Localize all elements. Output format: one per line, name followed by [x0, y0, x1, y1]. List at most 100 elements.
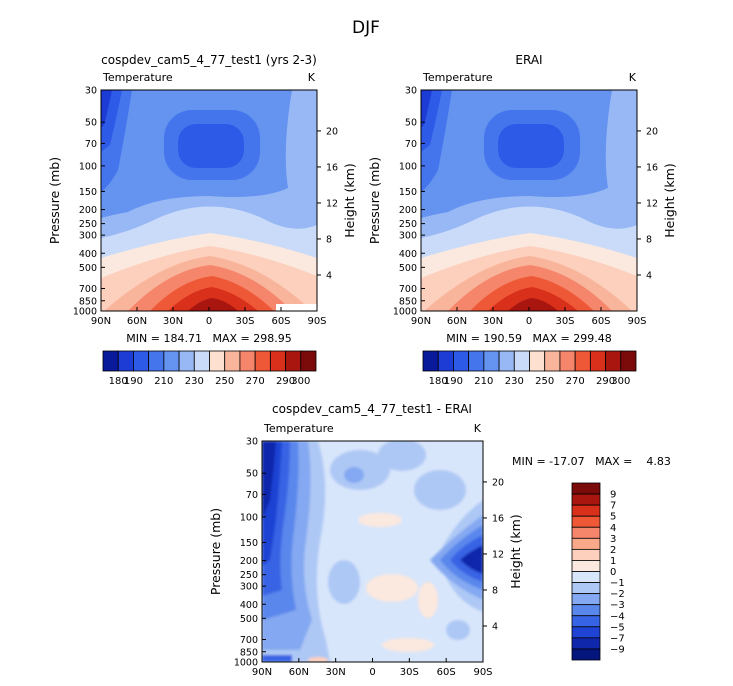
y-tick-label: 500 — [240, 614, 258, 625]
colorbar-swatch — [178, 350, 195, 372]
y2-tick-label: 4 — [646, 270, 652, 281]
colorbar-swatch — [254, 350, 271, 372]
colorbar-swatch — [483, 350, 500, 372]
panel-erai-variable: Temperature — [422, 71, 493, 84]
y-tick-label: 1000 — [234, 658, 258, 669]
field-band — [446, 620, 470, 640]
y-tick-label: 50 — [246, 469, 258, 480]
y-tick-label: 200 — [79, 205, 97, 216]
x-tick-label: 0 — [206, 316, 212, 327]
y-tick-label: 850 — [79, 296, 97, 307]
y-tick-label: 70 — [246, 490, 258, 501]
colorbar-label: 4 — [610, 523, 616, 534]
y-axis-label: Pressure (mb) — [367, 157, 382, 244]
panel-erai-title: ERAI — [515, 53, 542, 67]
colorbar-swatch — [571, 637, 601, 650]
colorbar-swatch — [163, 350, 180, 372]
y2-tick-label: 20 — [492, 477, 504, 488]
colorbar-swatch — [571, 537, 601, 550]
colorbar-swatch — [620, 350, 637, 372]
panel-diff: cospdev_cam5_4_77_test1 - ERAI Temperatu… — [208, 402, 671, 678]
colorbar-label: 270 — [566, 376, 585, 387]
panel-model-field — [101, 90, 317, 311]
colorbar-swatch — [571, 548, 601, 561]
colorbar-swatch — [559, 350, 576, 372]
panel-erai-units: K — [629, 71, 637, 84]
field-band — [508, 298, 558, 311]
colorbar-label: −7 — [610, 633, 625, 644]
colorbar-label: 3 — [610, 534, 616, 545]
field-band — [101, 90, 112, 128]
field-band — [382, 638, 434, 652]
field-band — [460, 545, 483, 574]
y-tick-label: 30 — [85, 86, 97, 97]
x-tick-label: 90N — [411, 316, 431, 327]
colorbar-swatch — [224, 350, 241, 372]
colorbar-label: 2 — [610, 545, 616, 556]
field-band — [366, 574, 418, 602]
y-tick-label: 50 — [405, 118, 417, 129]
y-tick-label: 500 — [399, 263, 417, 274]
colorbar-swatch — [571, 593, 601, 606]
x-tick-label: 90N — [91, 316, 111, 327]
field-band — [498, 124, 564, 168]
panel-diff-units: K — [474, 422, 482, 435]
y2-tick-label: 4 — [492, 621, 498, 632]
colorbar-swatch — [571, 626, 601, 639]
colorbar-label: 230 — [505, 376, 524, 387]
y-tick-label: 70 — [405, 139, 417, 150]
x-tick-label: 30S — [555, 316, 574, 327]
colorbar-swatch — [498, 350, 515, 372]
field-band — [328, 560, 360, 604]
x-tick-label: 30N — [483, 316, 503, 327]
colorbar-swatch — [422, 350, 439, 372]
colorbar-swatch — [571, 604, 601, 617]
y-tick-label: 50 — [85, 118, 97, 129]
y-tick-label: 250 — [399, 219, 417, 230]
colorbar-label: 270 — [246, 376, 265, 387]
panel-model-units: K — [308, 71, 316, 84]
colorbar-swatch — [571, 571, 601, 583]
x-tick-label: 90S — [627, 316, 646, 327]
panel-erai: ERAI Temperature K 90N 60N 30N 0 30S 60S 90S 30… — [367, 53, 677, 387]
y2-tick-label: 8 — [326, 234, 332, 245]
x-tick-label: 60S — [271, 316, 290, 327]
colorbar-swatch — [589, 350, 606, 372]
y-tick-label: 250 — [79, 219, 97, 230]
colorbar-label: 180 — [429, 376, 448, 387]
y-tick-label: 1000 — [393, 307, 417, 318]
y2-axis-label: Height (km) — [342, 163, 357, 237]
colorbar-label: 210 — [154, 376, 173, 387]
colorbar-swatch — [102, 350, 119, 372]
colorbar-swatch — [148, 350, 165, 372]
y2-tick-label: 20 — [326, 126, 338, 137]
figure-title: DJF — [352, 18, 380, 38]
colorbar-swatch — [571, 582, 601, 595]
colorbar-label: 290 — [596, 376, 615, 387]
y2-tick-label: 20 — [646, 126, 658, 137]
panel-diff-field — [262, 441, 483, 662]
y-tick-label: 150 — [240, 538, 258, 549]
x-tick-label: 60N — [289, 667, 309, 678]
colorbar-swatch — [209, 350, 226, 372]
y2-tick-label: 16 — [646, 162, 658, 173]
y-tick-label: 400 — [399, 249, 417, 260]
colorbar-swatch — [571, 493, 601, 506]
y2-tick-label: 8 — [492, 585, 498, 596]
colorbar-label: −4 — [610, 611, 625, 622]
x-tick-label: 90N — [252, 667, 272, 678]
colorbar-swatch — [571, 560, 601, 572]
colorbar-swatch — [269, 350, 286, 372]
colorbar-label: 180 — [109, 376, 128, 387]
colorbar-label: −5 — [610, 622, 625, 633]
colorbar-swatch — [605, 350, 622, 372]
x-tick-label: 30S — [400, 667, 419, 678]
y-tick-label: 850 — [240, 647, 258, 658]
y-tick-label: 700 — [240, 635, 258, 646]
y-tick-label: 1000 — [73, 307, 97, 318]
colorbar-swatch — [468, 350, 485, 372]
colorbar-swatch — [529, 350, 546, 372]
panel-diff-variable: Temperature — [263, 422, 334, 435]
y-tick-label: 200 — [240, 556, 258, 567]
